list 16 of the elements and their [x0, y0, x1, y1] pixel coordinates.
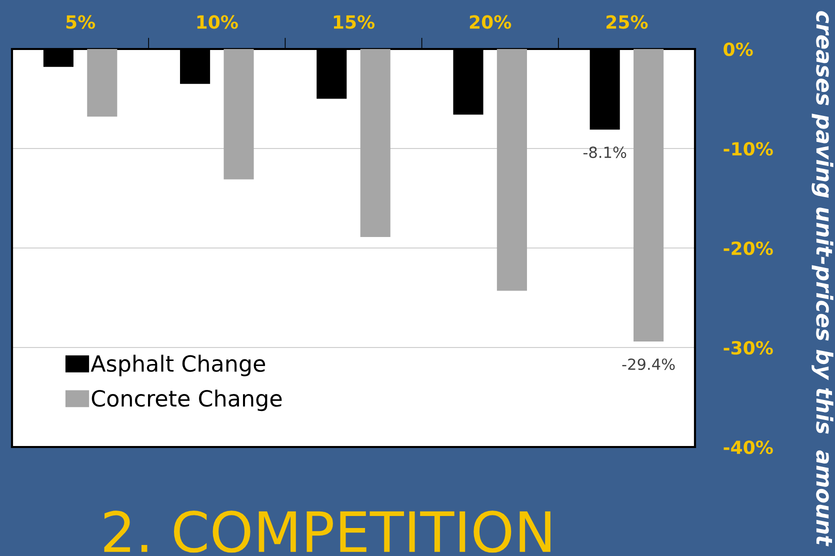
y-tick-label: 0%: [724, 42, 753, 56]
y-tick-label: -20%: [724, 241, 773, 256]
y-tick-label: -30%: [724, 340, 773, 355]
text: 2. COMPETITION: [104, 510, 550, 553]
y-tick-label: -10%: [724, 142, 773, 156]
legend-label: Concrete Change: [92, 390, 282, 412]
x-tick-label: 5%: [66, 15, 96, 29]
x-tick-label: 25%: [606, 15, 648, 29]
x-tick-label: 10%: [197, 15, 238, 29]
legend-label: Asphalt Change: [90, 354, 266, 376]
y-axis-title: creases paving unit-prices by this amount: [812, 11, 834, 546]
y-tick-label: -40%: [724, 440, 773, 454]
data-label: -29.4%: [622, 358, 675, 370]
data-label: -8.1%: [583, 146, 626, 158]
x-tick-label: 20%: [470, 15, 512, 29]
x-tick-label: 15%: [334, 15, 375, 29]
